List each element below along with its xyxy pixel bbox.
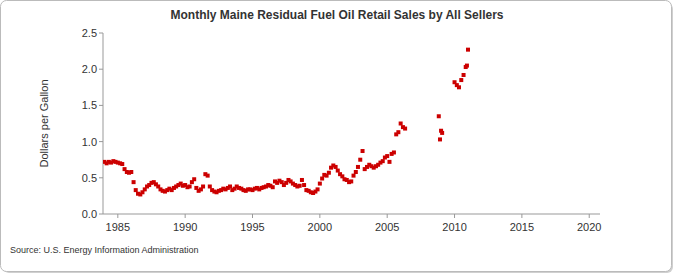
y-tick	[99, 33, 103, 34]
plot-area	[103, 48, 470, 197]
y-tick-label: 0.5	[82, 172, 97, 184]
point	[316, 187, 320, 191]
y-tick	[99, 177, 103, 178]
point	[336, 169, 340, 173]
point	[358, 158, 362, 162]
point	[361, 149, 365, 153]
point	[403, 127, 407, 131]
point	[437, 114, 441, 118]
point	[440, 131, 444, 135]
point	[438, 137, 442, 141]
point	[132, 180, 136, 184]
frame	[1, 1, 672, 272]
y-tick-label: 0.0	[82, 208, 97, 220]
y-tick-label: 2.0	[82, 63, 97, 75]
x-tick-label: 1985	[106, 221, 130, 233]
point	[457, 85, 461, 89]
point	[271, 185, 275, 189]
x-tick-label: 2020	[577, 221, 601, 233]
chart: Monthly Maine Residual Fuel Oil Retail S…	[0, 0, 675, 275]
point	[354, 170, 358, 174]
point	[320, 177, 324, 181]
title: Monthly Maine Residual Fuel Oil Retail S…	[171, 8, 504, 22]
point	[387, 160, 391, 164]
point	[206, 174, 210, 178]
y-tick	[99, 105, 103, 106]
source: Source: U.S. Energy Information Administ…	[10, 245, 199, 255]
x-tick	[521, 214, 522, 218]
point	[318, 182, 322, 186]
point	[228, 184, 232, 188]
y-axis	[103, 33, 104, 214]
point	[466, 48, 470, 52]
point	[201, 184, 205, 188]
point	[396, 130, 400, 134]
y-tick-label: 1.5	[82, 99, 97, 111]
x-tick-label: 1995	[240, 221, 264, 233]
point	[399, 122, 403, 126]
x-tick-label: 2010	[442, 221, 466, 233]
y-tick	[99, 141, 103, 142]
point	[298, 184, 302, 188]
x-tick-label: 2005	[375, 221, 399, 233]
x-tick-label: 1990	[173, 221, 197, 233]
point	[129, 170, 133, 174]
point	[188, 184, 192, 188]
point	[192, 177, 196, 181]
point	[459, 78, 463, 82]
x-tick	[319, 214, 320, 218]
x-tick	[117, 214, 118, 218]
point	[385, 154, 389, 158]
y-tick-label: 2.5	[82, 27, 97, 39]
x-axis	[103, 214, 600, 215]
x-tick	[454, 214, 455, 218]
point	[334, 165, 338, 169]
point	[356, 165, 360, 169]
x-tick-label: 2015	[510, 221, 534, 233]
x-tick-label: 2000	[308, 221, 332, 233]
y-tick	[99, 69, 103, 70]
point	[208, 184, 212, 188]
x-tick	[185, 214, 186, 218]
point	[352, 174, 356, 178]
point	[392, 150, 396, 154]
x-tick	[387, 214, 388, 218]
point	[300, 178, 304, 182]
point	[120, 162, 124, 166]
y-tick-label: 1.0	[82, 136, 97, 148]
point	[349, 179, 353, 183]
x-tick	[589, 214, 590, 218]
x-tick	[252, 214, 253, 218]
y-axis-label: Dollars per Gallon	[38, 79, 50, 167]
point	[302, 183, 306, 187]
point	[327, 171, 331, 175]
point	[381, 159, 385, 163]
point	[465, 64, 469, 68]
point	[462, 73, 466, 77]
point	[134, 188, 138, 192]
y-tick	[99, 214, 103, 215]
